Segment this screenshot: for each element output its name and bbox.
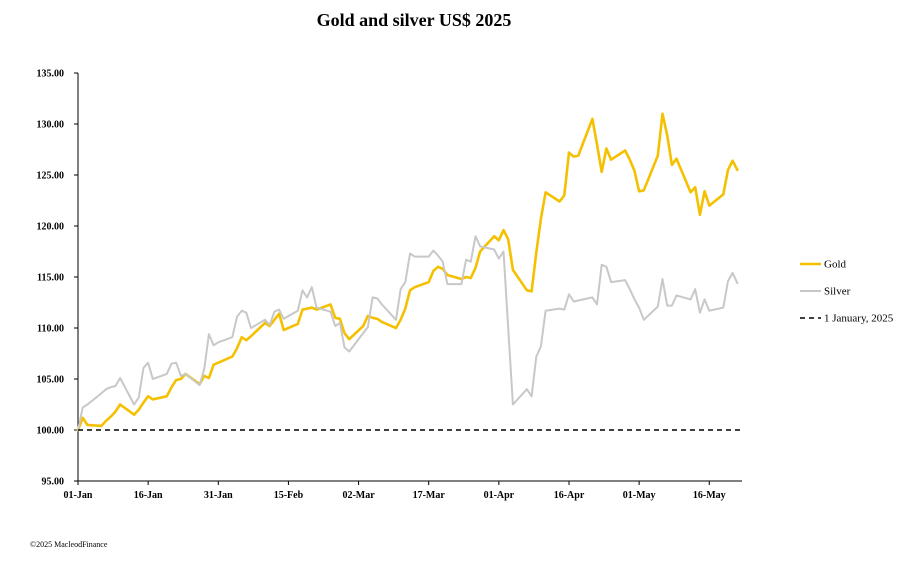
y-tick-label: 105.00	[37, 375, 65, 386]
y-tick-label: 115.00	[37, 273, 64, 284]
legend-label: Silver	[824, 286, 851, 298]
chart-title: Gold and silver US$ 2025	[316, 10, 512, 30]
x-tick-label: 02-Mar	[342, 490, 375, 501]
y-tick-label: 135.00	[37, 69, 65, 80]
y-tick-label: 110.00	[37, 324, 64, 335]
y-tick-label: 125.00	[37, 171, 65, 182]
legend-label: Gold	[824, 259, 847, 271]
x-tick-label: 16-Jan	[134, 490, 163, 501]
series-line-silver	[77, 235, 739, 431]
chart-series-layer	[76, 112, 742, 432]
y-tick-label: 130.00	[37, 120, 65, 131]
y-tick-label: 120.00	[37, 222, 65, 233]
x-tick-label: 01-Jan	[64, 490, 93, 501]
chart-legend: Gold Silver 1 January, 2025	[800, 259, 894, 325]
x-tick-label: 01-Apr	[484, 490, 515, 501]
x-tick-label: 16-May	[693, 490, 726, 501]
x-tick-label: 17-Mar	[413, 490, 446, 501]
x-tick-label: 16-Apr	[554, 490, 585, 501]
y-tick-label: 95.00	[42, 477, 65, 488]
x-tick-label: 01-May	[623, 490, 656, 501]
x-tick-label: 31-Jan	[204, 490, 233, 501]
x-tick-label: 15-Feb	[274, 490, 304, 501]
chart-axes: 95.00 100.00 105.00 110.00 115.00 120.00 125.0…	[37, 69, 742, 501]
y-tick-label: 100.00	[37, 426, 65, 437]
legend-label: 1 January, 2025	[824, 313, 894, 325]
copyright-text: ©2025 MacleodFinance	[30, 540, 108, 549]
